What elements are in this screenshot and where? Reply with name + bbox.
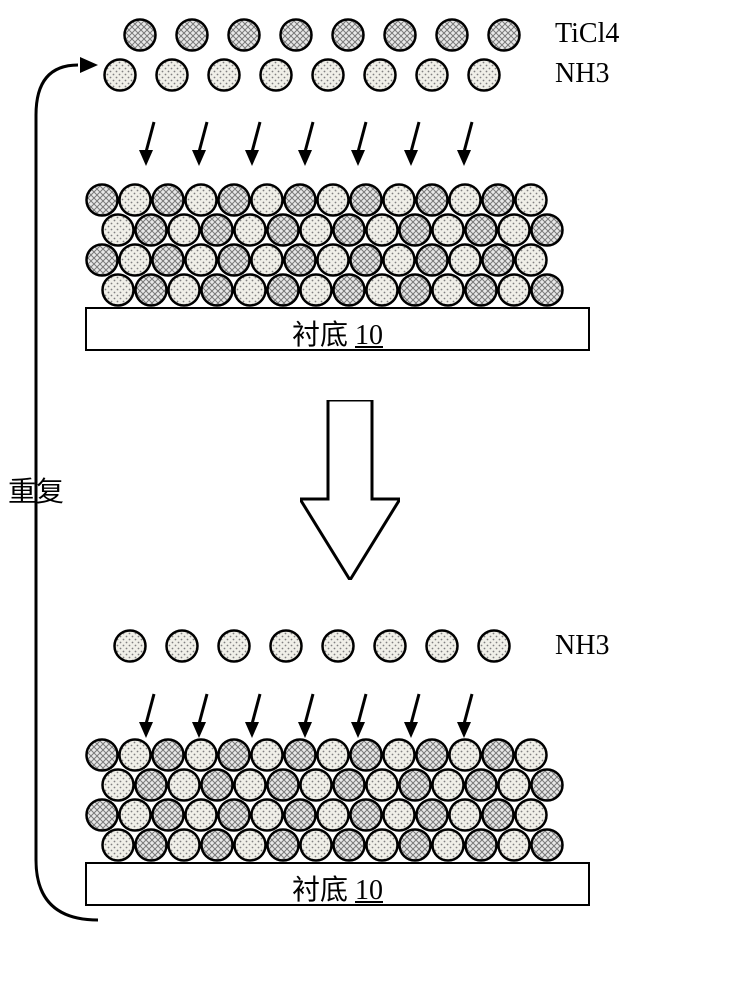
deposition-arrow-icon: [295, 692, 321, 740]
nh3-molecule: [477, 629, 511, 668]
ticl4-molecule: [383, 18, 417, 57]
deposition-arrow-icon: [348, 120, 374, 168]
nh3-molecule: [259, 58, 293, 97]
substrate-number: 10: [355, 320, 383, 351]
ticl4-molecule: [331, 18, 365, 57]
nh3-molecule: [184, 738, 218, 777]
deposition-arrow-icon: [454, 692, 480, 740]
nh3-molecule: [514, 183, 548, 222]
nh3-molecule: [165, 629, 199, 668]
ticl4-molecule: [283, 738, 317, 777]
nh3-molecule: [250, 738, 284, 777]
substrate-label: 衬底 10: [292, 864, 383, 908]
repeat-label: 重复: [8, 470, 64, 510]
ticl4-molecule: [415, 183, 449, 222]
substrate-number: 10: [355, 875, 383, 906]
ticl4-molecule: [151, 183, 185, 222]
ticl4-molecule: [481, 738, 515, 777]
ticl4-molecule: [175, 18, 209, 57]
ticl4-molecule: [283, 183, 317, 222]
nh3-molecule: [425, 629, 459, 668]
deposition-arrow-icon: [242, 692, 268, 740]
deposition-arrow-icon: [136, 692, 162, 740]
substrate-upper: 衬底 10: [85, 307, 590, 351]
deposition-arrow-icon: [454, 120, 480, 168]
diagram-canvas: TiCl4 NH3: [0, 0, 742, 1000]
deposition-arrow-icon: [295, 120, 321, 168]
deposition-arrow-icon: [348, 692, 374, 740]
nh3-label: NH3: [555, 630, 609, 662]
ticl4-molecule: [217, 183, 251, 222]
ticl4-label: TiCl4: [555, 18, 619, 50]
ticl4-molecule: [227, 18, 261, 57]
ticl4-molecule: [217, 738, 251, 777]
nh3-molecule: [448, 738, 482, 777]
deposition-arrow-icon: [401, 120, 427, 168]
ticl4-molecule: [415, 738, 449, 777]
nh3-molecule: [217, 629, 251, 668]
nh3-label: NH3: [555, 58, 609, 90]
substrate-lower: 衬底 10: [85, 862, 590, 906]
nh3-molecule: [363, 58, 397, 97]
ticl4-molecule: [349, 738, 383, 777]
process-step-arrow-icon: [300, 400, 400, 585]
ticl4-molecule: [349, 183, 383, 222]
nh3-molecule: [373, 629, 407, 668]
nh3-molecule: [316, 738, 350, 777]
deposition-arrow-icon: [401, 692, 427, 740]
ticl4-molecule: [151, 738, 185, 777]
deposition-arrow-icon: [242, 120, 268, 168]
deposition-arrow-icon: [136, 120, 162, 168]
nh3-molecule: [207, 58, 241, 97]
deposition-arrow-icon: [189, 120, 215, 168]
nh3-molecule: [269, 629, 303, 668]
ticl4-molecule: [487, 18, 521, 57]
nh3-molecule: [382, 738, 416, 777]
deposition-arrow-icon: [189, 692, 215, 740]
nh3-molecule: [448, 183, 482, 222]
nh3-molecule: [514, 738, 548, 777]
nh3-molecule: [250, 183, 284, 222]
nh3-molecule: [311, 58, 345, 97]
nh3-molecule: [382, 183, 416, 222]
nh3-molecule: [415, 58, 449, 97]
ticl4-molecule: [279, 18, 313, 57]
nh3-molecule: [155, 58, 189, 97]
nh3-molecule: [467, 58, 501, 97]
ticl4-molecule: [481, 183, 515, 222]
nh3-molecule: [316, 183, 350, 222]
nh3-molecule: [184, 183, 218, 222]
ticl4-molecule: [435, 18, 469, 57]
nh3-molecule: [321, 629, 355, 668]
substrate-label: 衬底 10: [292, 309, 383, 353]
